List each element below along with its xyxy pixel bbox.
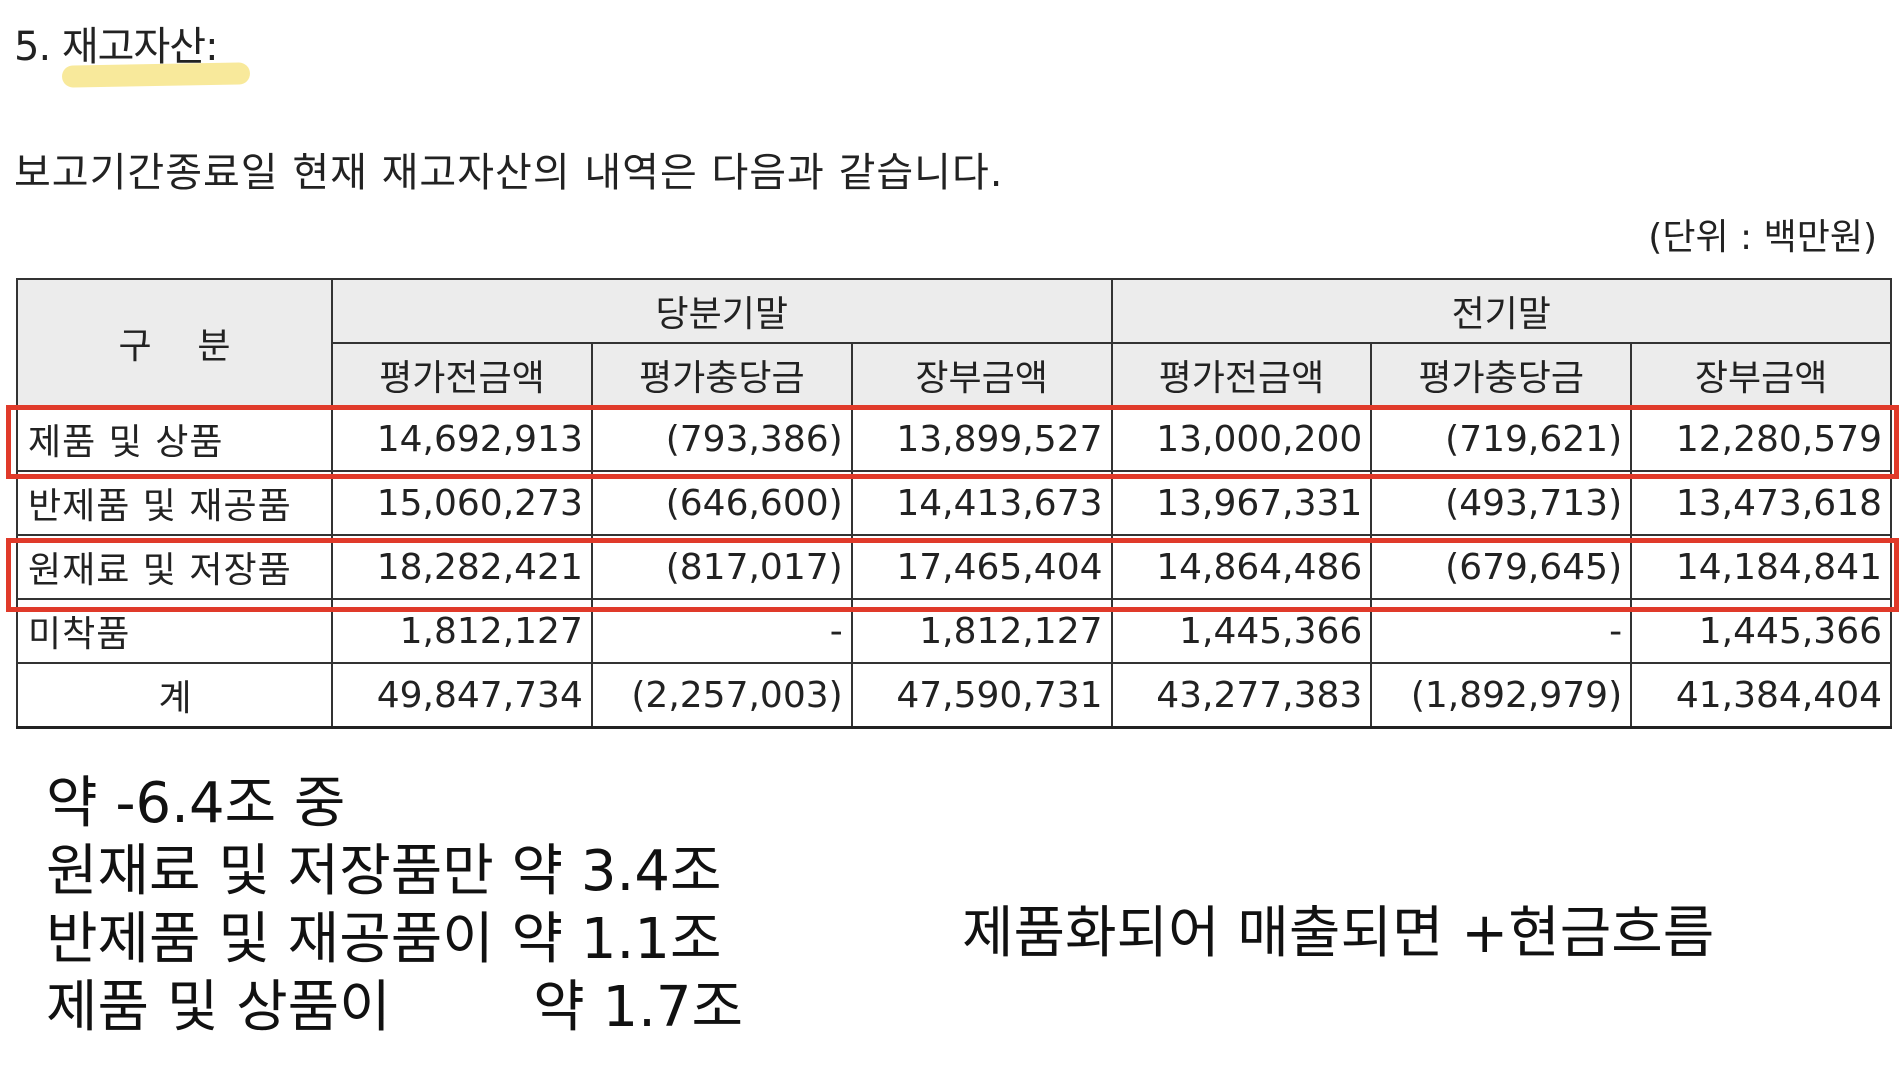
table-cell: (646,600): [590, 470, 853, 536]
table-cell: 41,384,404: [1630, 662, 1892, 729]
table-row: 제품 및 상품 14,692,913 (793,386) 13,899,527 …: [15, 406, 1892, 472]
table-row: 미착품 1,812,127 - 1,812,127 1,445,366 - 1,…: [15, 598, 1892, 664]
table-cell: -: [590, 598, 853, 664]
table-cell: 14,864,486: [1110, 534, 1373, 600]
subheader-cell: 평가전금액: [331, 342, 593, 408]
subheader-cell: 평가충당금: [590, 342, 853, 408]
table-row-total: 계 49,847,734 (2,257,003) 47,590,731 43,2…: [15, 662, 1892, 729]
row-label: 계: [15, 662, 334, 729]
row-label: 미착품: [15, 598, 334, 664]
table-cell: 17,465,404: [850, 534, 1113, 600]
table-row: 반제품 및 재공품 15,060,273 (646,600) 14,413,67…: [15, 470, 1892, 536]
annotation-notes: 약 -6.4조 중 원재료 및 저장품만 약 3.4조 반제품 및 재공품이 약…: [46, 770, 743, 1042]
table-cell: (2,257,003): [590, 662, 853, 729]
table-cell: 13,473,618: [1630, 470, 1892, 536]
table-cell: 14,692,913: [331, 406, 593, 472]
highlight-mark: [61, 62, 251, 88]
side-note: 제품화되어 매출되면 +현금흐름: [962, 901, 1715, 966]
table-cell: 1,812,127: [850, 598, 1113, 664]
table-cell: 14,413,673: [850, 470, 1113, 536]
subheader-cell: 평가전금액: [1110, 342, 1373, 408]
subheader-cell: 장부금액: [1630, 342, 1892, 408]
table-cell: (793,386): [590, 406, 853, 472]
table-cell: 1,445,366: [1630, 598, 1892, 664]
table-cell: 13,899,527: [850, 406, 1113, 472]
table-cell: 15,060,273: [331, 470, 593, 536]
header-group-current: 당분기말: [331, 278, 1113, 344]
subheader-cell: 장부금액: [850, 342, 1113, 408]
table-cell: 1,812,127: [331, 598, 593, 664]
table-cell: 14,184,841: [1630, 534, 1892, 600]
row-label: 반제품 및 재공품: [15, 470, 334, 536]
note-line: 약 -6.4조 중: [46, 771, 346, 836]
table-cell: (817,017): [590, 534, 853, 600]
table-cell: 1,445,366: [1110, 598, 1373, 664]
table-row: 원재료 및 저장품 18,282,421 (817,017) 17,465,40…: [15, 534, 1892, 600]
table-cell: (1,892,979): [1370, 662, 1633, 729]
header-category: 구 분: [15, 278, 334, 408]
subheader-cell: 평가충당금: [1370, 342, 1633, 408]
intro-text: 보고기간종료일 현재 재고자산의 내역은 다음과 같습니다.: [14, 150, 1004, 196]
row-label: 원재료 및 저장품: [15, 534, 334, 600]
table-cell: (493,713): [1370, 470, 1633, 536]
header-group-prior: 전기말: [1110, 278, 1892, 344]
table-cell: 13,967,331: [1110, 470, 1373, 536]
note-line: 반제품 및 재공품이 약 1.1조: [46, 907, 722, 972]
inventory-table: 구 분 당분기말 전기말 평가전금액 평가충당금 장부금액 평가전금액 평가충당…: [15, 278, 1892, 729]
section-title: 5. 재고자산:: [14, 24, 219, 70]
table-cell: 13,000,200: [1110, 406, 1373, 472]
table-cell: 12,280,579: [1630, 406, 1892, 472]
unit-label: (단위 : 백만원): [1648, 217, 1877, 258]
table-cell: -: [1370, 598, 1633, 664]
table-cell: 49,847,734: [331, 662, 593, 729]
table-cell: 47,590,731: [850, 662, 1113, 729]
table-cell: (719,621): [1370, 406, 1633, 472]
note-line: 제품 및 상품이 약 1.7조: [46, 975, 744, 1040]
table-cell: (679,645): [1370, 534, 1633, 600]
table-cell: 43,277,383: [1110, 662, 1373, 729]
table-cell: 18,282,421: [331, 534, 593, 600]
row-label: 제품 및 상품: [15, 406, 334, 472]
note-line: 원재료 및 저장품만 약 3.4조: [46, 839, 722, 904]
